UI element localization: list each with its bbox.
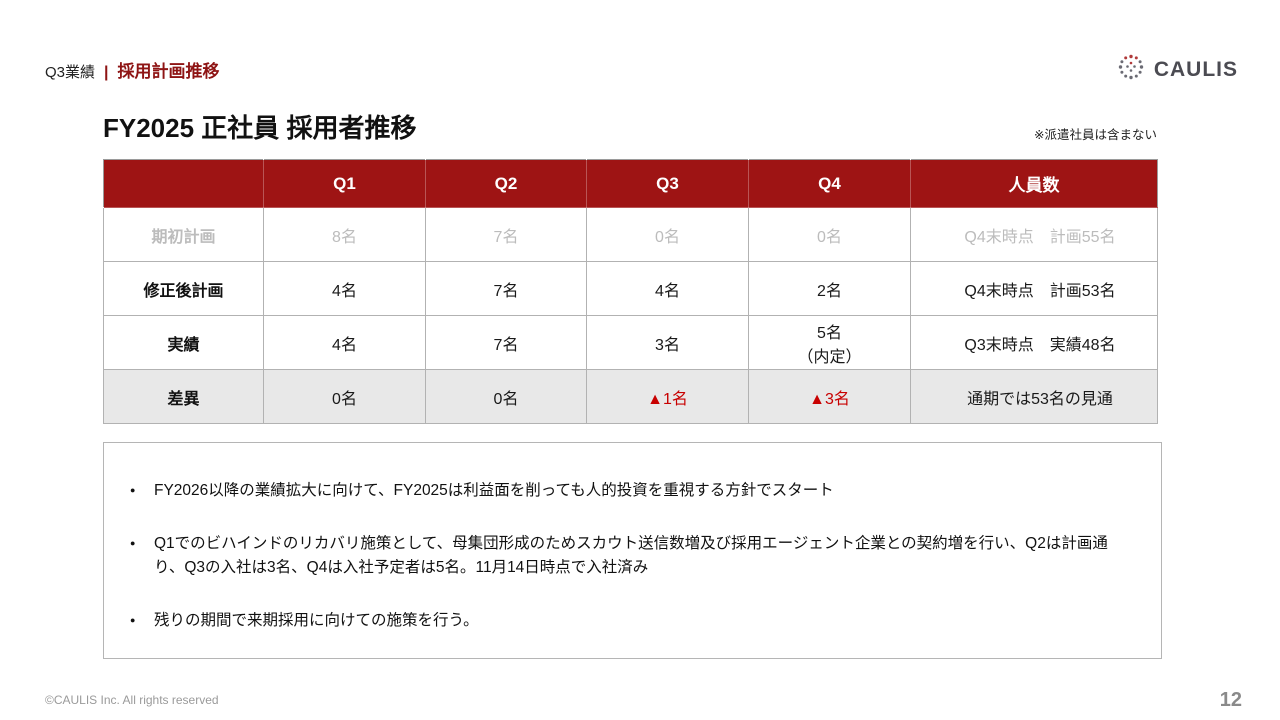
table-note: ※派遣社員は含まない: [1034, 128, 1157, 142]
breadcrumb-separator: |: [104, 64, 109, 81]
col-header-q1: Q1: [263, 159, 426, 208]
col-header-headcount: 人員数: [910, 159, 1158, 208]
row-label: 実績: [103, 315, 264, 370]
cell-q3: ▲1名: [586, 369, 749, 424]
cell-summary: Q4末時点 計画53名: [910, 261, 1158, 316]
cell-q4: ▲3名: [748, 369, 911, 424]
cell-q1: 4名: [263, 315, 426, 370]
page-title: FY2025 正社員 採用者推移: [103, 113, 417, 143]
notes-box: FY2026以降の業績拡大に向けて、FY2025は利益面を削っても人的投資を重視…: [103, 442, 1162, 659]
cell-q2: 7名: [425, 315, 587, 370]
bullet-item: FY2026以降の業績拡大に向けて、FY2025は利益面を削っても人的投資を重視…: [128, 479, 1119, 502]
cell-summary: 通期では53名の見通: [910, 369, 1158, 424]
cell-q3: 3名: [586, 315, 749, 370]
page-number: 12: [1219, 689, 1242, 711]
caulis-logo: CAULIS: [1116, 52, 1238, 87]
bullet-item: Q1でのビハインドのリカバリ施策として、母集団形成のためスカウト送信数増及び採用…: [128, 532, 1119, 579]
notes-list: FY2026以降の業績拡大に向けて、FY2025は利益面を削っても人的投資を重視…: [128, 479, 1119, 632]
table-row-difference: 差異 0名 0名 ▲1名 ▲3名 通期では53名の見通: [103, 369, 1158, 424]
footer-copyright: ©CAULIS Inc. All rights reserved: [45, 693, 219, 707]
section-label: Q3業績: [45, 64, 96, 81]
cell-q4: 5名 （内定）: [748, 315, 911, 370]
cell-q1: 4名: [263, 261, 426, 316]
cell-summary: Q3末時点 実績48名: [910, 315, 1158, 370]
row-label: 修正後計画: [103, 261, 264, 316]
caulis-logo-icon: [1116, 52, 1146, 87]
table-header-row: Q1 Q2 Q3 Q4 人員数: [103, 159, 1158, 208]
bullet-item: 残りの期間で来期採用に向けての施策を行う。: [128, 609, 1119, 632]
table-row-initial-plan: 期初計画 8名 7名 0名 0名 Q4末時点 計画55名: [103, 207, 1158, 262]
cell-q3: 0名: [586, 207, 749, 262]
cell-q1: 8名: [263, 207, 426, 262]
caulis-logo-text: CAULIS: [1153, 57, 1238, 81]
row-label: 期初計画: [103, 207, 264, 262]
cell-summary: Q4末時点 計画55名: [910, 207, 1158, 262]
col-header-q2: Q2: [425, 159, 587, 208]
col-header-q3: Q3: [586, 159, 749, 208]
title-row: FY2025 正社員 採用者推移 ※派遣社員は含まない: [103, 108, 1157, 145]
cell-q3: 4名: [586, 261, 749, 316]
table-row-revised-plan: 修正後計画 4名 7名 4名 2名 Q4末時点 計画53名: [103, 261, 1158, 316]
cell-q2: 0名: [425, 369, 587, 424]
main-content: FY2025 正社員 採用者推移 ※派遣社員は含まない Q1 Q2 Q3 Q4 …: [103, 108, 1162, 659]
cell-q4: 2名: [748, 261, 911, 316]
row-label: 差異: [103, 369, 264, 424]
hiring-plan-table: Q1 Q2 Q3 Q4 人員数 期初計画 8名 7名 0名 0名 Q4末時点 計…: [103, 159, 1158, 424]
top-bar: Q3業績 | 採用計画推移: [45, 52, 1238, 87]
breadcrumb: Q3業績 | 採用計画推移: [45, 57, 220, 82]
col-header-q4: Q4: [748, 159, 911, 208]
cell-q4: 0名: [748, 207, 911, 262]
cell-q2: 7名: [425, 207, 587, 262]
col-header-empty: [103, 159, 264, 208]
slide-topic-label: 採用計画推移: [117, 62, 220, 81]
cell-q1: 0名: [263, 369, 426, 424]
table-row-actual: 実績 4名 7名 3名 5名 （内定） Q3末時点 実績48名: [103, 315, 1158, 370]
cell-q2: 7名: [425, 261, 587, 316]
